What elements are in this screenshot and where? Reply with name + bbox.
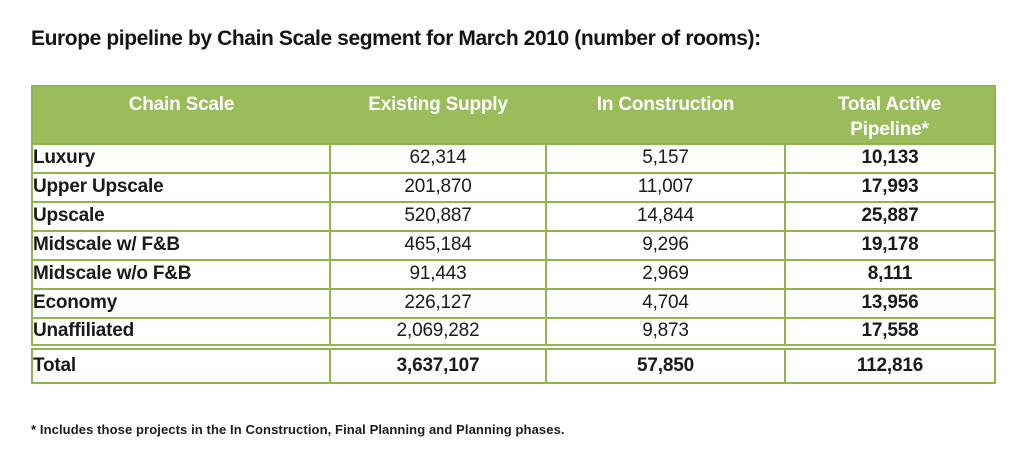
table-body: Luxury 62,314 5,157 10,133 Upper Upscale… bbox=[31, 142, 996, 384]
header-row: Chain Scale Existing Supply In Construct… bbox=[32, 86, 995, 144]
total-active-pipeline-cell: 112,816 bbox=[784, 343, 996, 384]
chain-scale-cell: Luxury bbox=[31, 142, 331, 174]
in-construction-cell: 14,844 bbox=[545, 200, 786, 232]
in-construction-cell: 2,969 bbox=[545, 258, 786, 290]
existing-supply-cell: 226,127 bbox=[329, 287, 547, 319]
col-header-existing-supply: Existing Supply bbox=[330, 86, 546, 144]
footnote: * Includes those projects in the In Cons… bbox=[31, 421, 565, 437]
total-active-pipeline-cell: 17,993 bbox=[784, 171, 996, 203]
chain-scale-cell: Midscale w/ F&B bbox=[31, 229, 331, 261]
chain-scale-cell: Upscale bbox=[31, 200, 331, 232]
chain-scale-cell: Economy bbox=[31, 287, 331, 319]
table-row: Economy 226,127 4,704 13,956 bbox=[31, 287, 996, 319]
in-construction-cell: 4,704 bbox=[545, 287, 786, 319]
in-construction-cell: 11,007 bbox=[545, 171, 786, 203]
col-header-in-construction: In Construction bbox=[546, 86, 785, 144]
chain-scale-cell: Upper Upscale bbox=[31, 171, 331, 203]
total-active-pipeline-cell: 17,558 bbox=[784, 316, 996, 348]
total-active-pipeline-cell: 8,111 bbox=[784, 258, 996, 290]
existing-supply-cell: 91,443 bbox=[329, 258, 547, 290]
total-active-pipeline-cell: 10,133 bbox=[784, 142, 996, 174]
total-active-pipeline-cell: 13,956 bbox=[784, 287, 996, 319]
existing-supply-cell: 2,069,282 bbox=[329, 316, 547, 348]
in-construction-cell: 57,850 bbox=[545, 343, 786, 384]
in-construction-cell: 9,873 bbox=[545, 316, 786, 348]
pipeline-table: Chain Scale Existing Supply In Construct… bbox=[31, 85, 996, 384]
table-row: Upper Upscale 201,870 11,007 17,993 bbox=[31, 171, 996, 203]
existing-supply-cell: 62,314 bbox=[329, 142, 547, 174]
page-title: Europe pipeline by Chain Scale segment f… bbox=[31, 27, 761, 50]
col-header-total-active-pipeline: Total Active Pipeline* bbox=[785, 86, 995, 144]
chain-scale-cell: Unaffiliated bbox=[31, 316, 331, 348]
chain-scale-cell: Midscale w/o F&B bbox=[31, 258, 331, 290]
existing-supply-cell: 465,184 bbox=[329, 229, 547, 261]
total-active-pipeline-cell: 19,178 bbox=[784, 229, 996, 261]
table-row: Total 3,637,107 57,850 112,816 bbox=[31, 343, 996, 384]
table-row: Midscale w/ F&B 465,184 9,296 19,178 bbox=[31, 229, 996, 261]
total-active-pipeline-cell: 25,887 bbox=[784, 200, 996, 232]
in-construction-cell: 5,157 bbox=[545, 142, 786, 174]
table-row: Luxury 62,314 5,157 10,133 bbox=[31, 142, 996, 174]
table-row: Unaffiliated 2,069,282 9,873 17,558 bbox=[31, 316, 996, 348]
existing-supply-cell: 201,870 bbox=[329, 171, 547, 203]
table-row: Upscale 520,887 14,844 25,887 bbox=[31, 200, 996, 232]
existing-supply-cell: 520,887 bbox=[329, 200, 547, 232]
existing-supply-cell: 3,637,107 bbox=[329, 343, 547, 384]
in-construction-cell: 9,296 bbox=[545, 229, 786, 261]
table-row: Midscale w/o F&B 91,443 2,969 8,111 bbox=[31, 258, 996, 290]
col-header-chain-scale: Chain Scale bbox=[32, 86, 330, 144]
chain-scale-cell: Total bbox=[31, 343, 331, 384]
